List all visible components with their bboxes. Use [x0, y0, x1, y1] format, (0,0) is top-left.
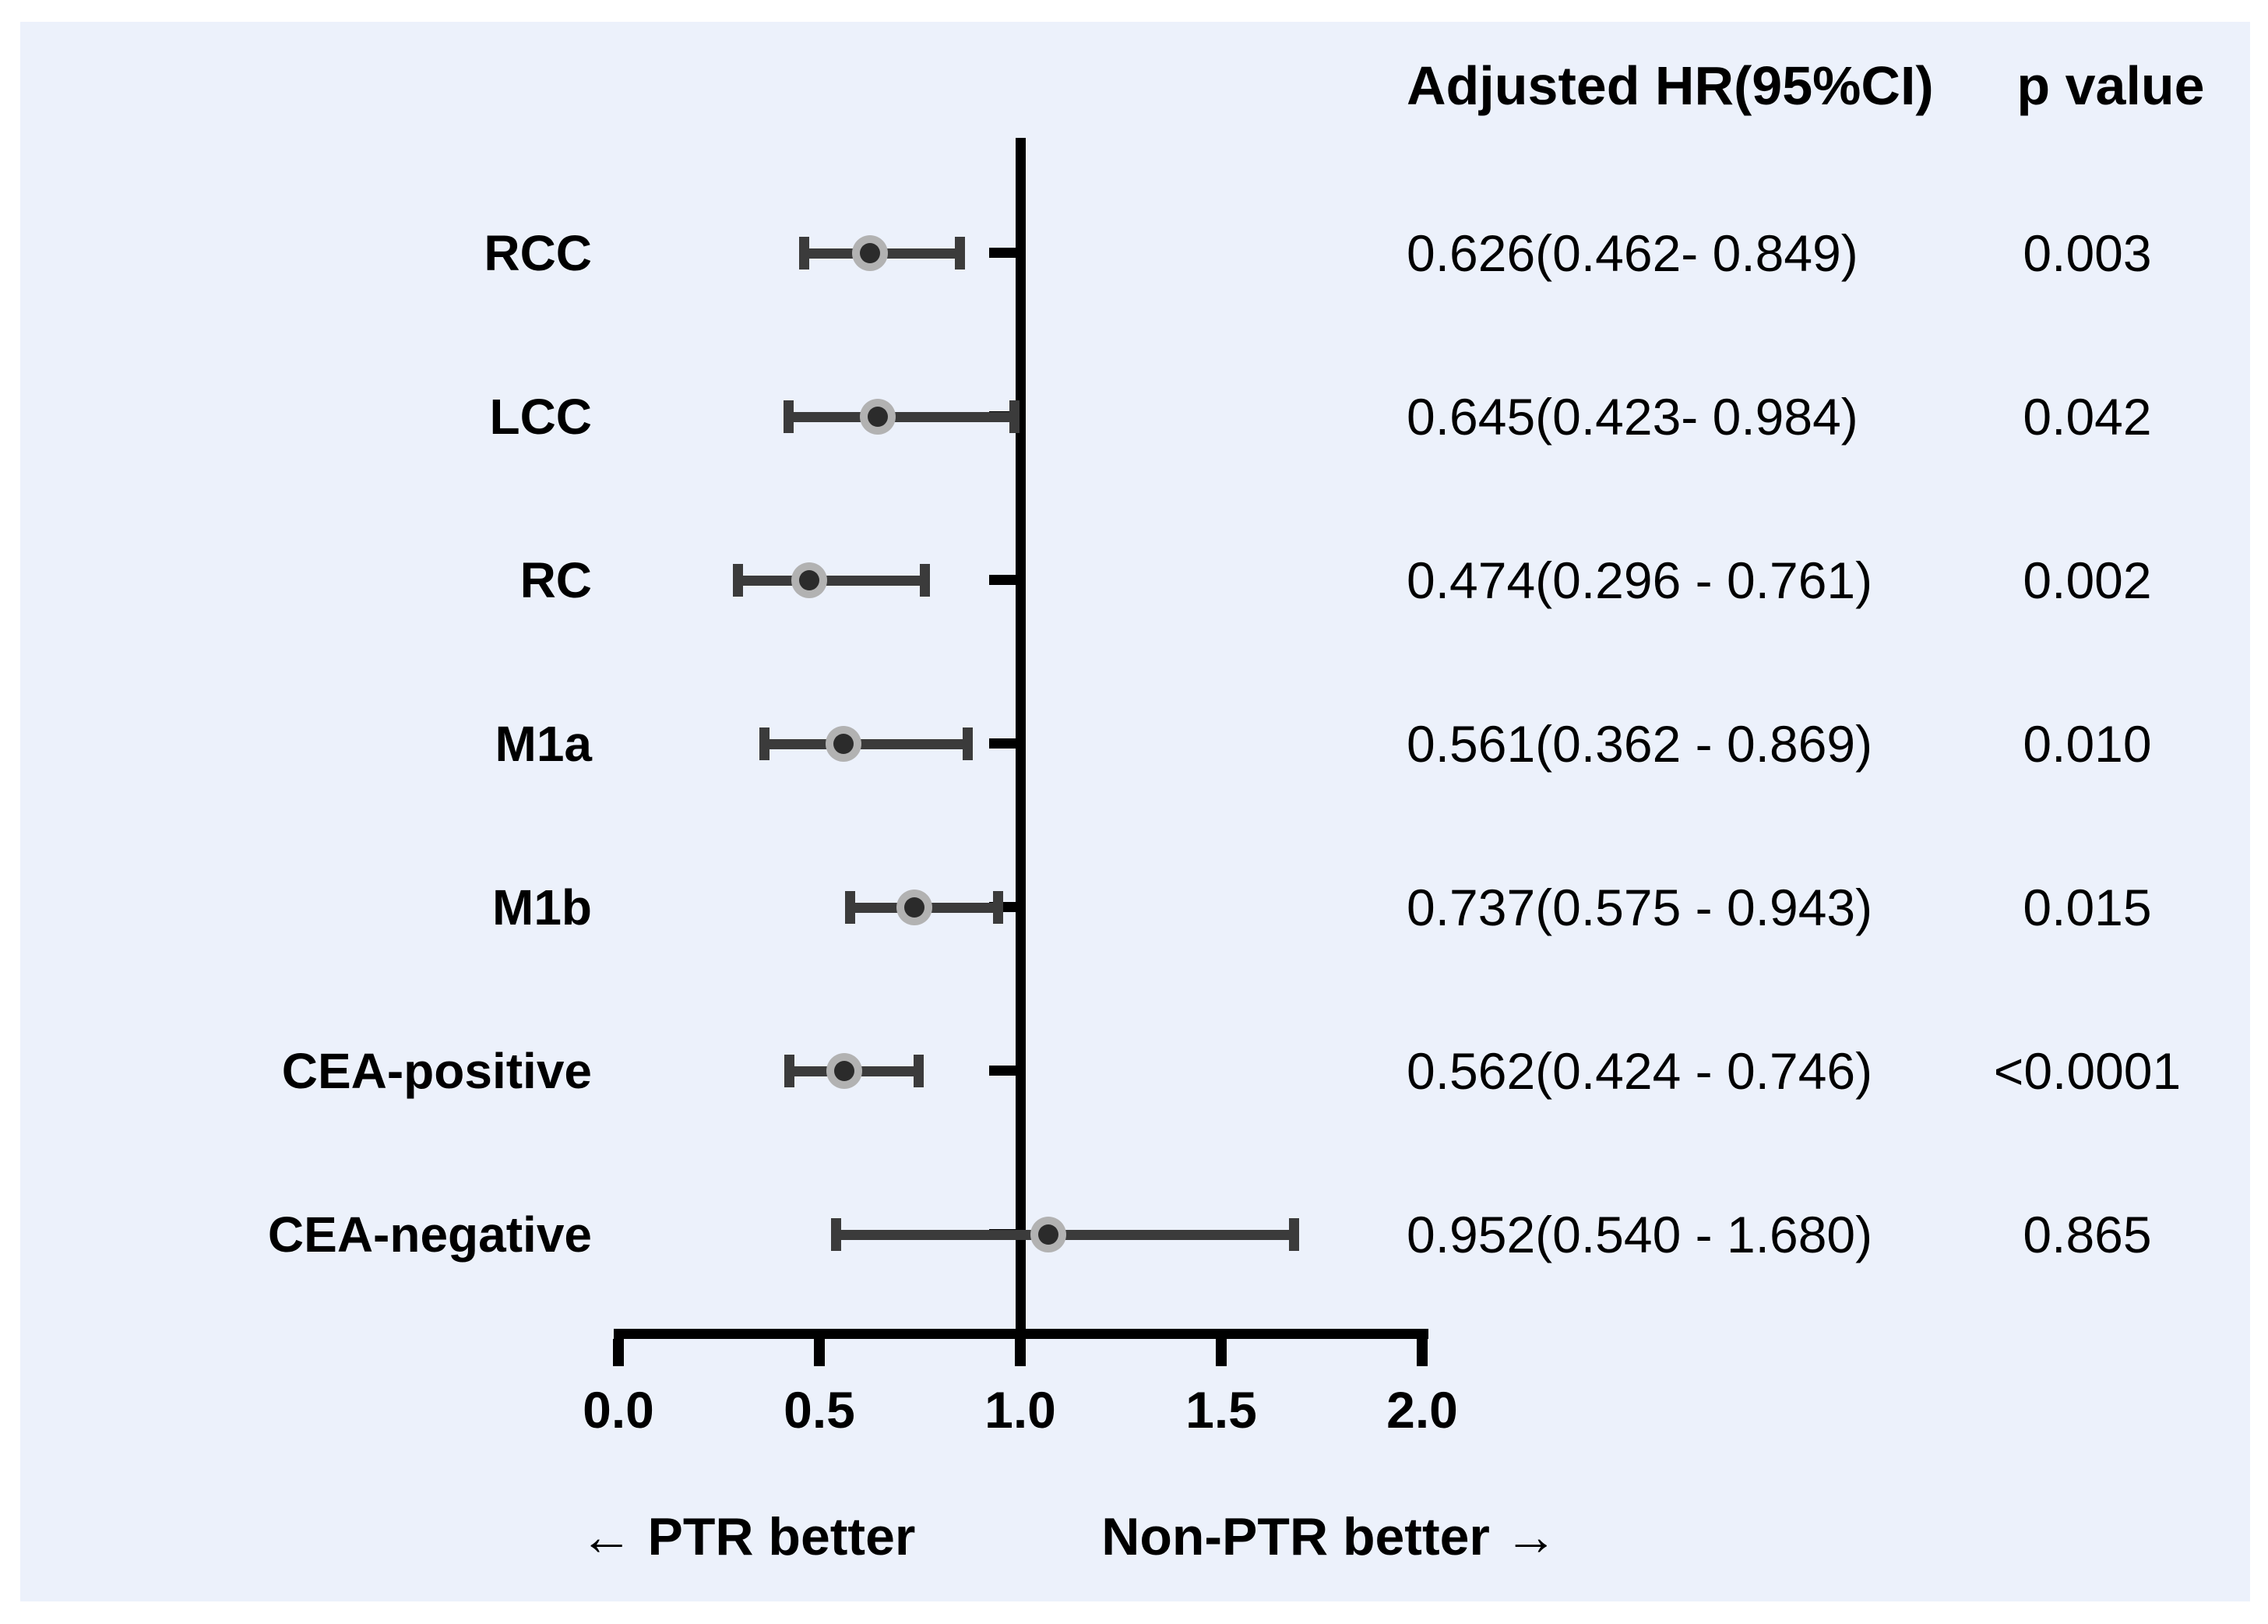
p-value: 0.003 [2023, 224, 2152, 282]
ci-cap-right [1009, 400, 1020, 433]
row-reference-tick [989, 1066, 1026, 1076]
ci-cap-left [784, 1055, 794, 1087]
hr-point-marker-dot [833, 734, 854, 754]
column-header-adjusted-hr: Adjusted HR(95%CI) [1407, 55, 1934, 116]
ci-cap-left [831, 1218, 841, 1251]
direction-label-ptr-better: ← PTR better [579, 1507, 916, 1566]
x-axis-tick-label: 0.0 [583, 1381, 654, 1439]
row-label: RCC [484, 225, 592, 281]
row-label: M1a [495, 716, 593, 772]
row-reference-tick [989, 248, 1026, 258]
ci-cap-left [733, 564, 743, 597]
hr-ci-value: 0.474(0.296 - 0.761) [1407, 551, 1873, 609]
x-axis-tick-label: 0.5 [784, 1381, 855, 1439]
x-axis-tick [814, 1339, 825, 1366]
row-label: M1b [492, 879, 592, 935]
ci-cap-right [955, 237, 965, 269]
row-label: RC [519, 552, 592, 608]
hr-point-marker [852, 235, 888, 271]
ci-line [764, 739, 967, 749]
hr-point-marker-dot [904, 897, 924, 918]
ci-line [788, 412, 1014, 422]
row-reference-tick [989, 575, 1026, 585]
x-axis-line [614, 1329, 1428, 1339]
ci-line [738, 576, 924, 586]
hr-point-marker-dot [868, 407, 888, 427]
hr-point-marker [791, 562, 827, 598]
p-value: 0.015 [2023, 879, 2152, 936]
x-axis-tick-label: 2.0 [1386, 1381, 1458, 1439]
ci-cap-right [920, 564, 930, 597]
p-value: 0.865 [2023, 1206, 2152, 1263]
ci-cap-left [845, 891, 855, 924]
direction-label-non-ptr-better: Non-PTR better → [1101, 1507, 1558, 1566]
ci-cap-right [914, 1055, 924, 1087]
hr-point-marker [826, 726, 861, 762]
hr-point-marker [1030, 1217, 1066, 1252]
hr-point-marker-dot [799, 570, 819, 590]
hr-point-marker-dot [834, 1061, 854, 1081]
reference-line-hr-1 [1016, 138, 1026, 1366]
x-axis-tick [613, 1339, 624, 1366]
ci-cap-left [784, 400, 794, 433]
x-axis-tick [1417, 1339, 1428, 1366]
hr-ci-value: 0.626(0.462- 0.849) [1407, 224, 1858, 282]
p-value: 0.002 [2023, 551, 2152, 609]
ci-cap-left [799, 237, 809, 269]
row-reference-tick [989, 738, 1026, 749]
row-label: CEA-negative [267, 1207, 592, 1263]
ci-cap-right [1289, 1218, 1299, 1251]
column-header-p-value: p value [2016, 55, 2205, 116]
x-axis-tick-label: 1.0 [984, 1381, 1056, 1439]
hr-ci-value: 0.645(0.423- 0.984) [1407, 388, 1858, 446]
ci-cap-left [759, 727, 770, 760]
hr-point-marker [860, 399, 896, 435]
ci-cap-right [993, 891, 1003, 924]
x-axis-tick-label: 1.5 [1185, 1381, 1257, 1439]
x-axis-tick [1015, 1339, 1026, 1366]
hr-ci-value: 0.562(0.424 - 0.746) [1407, 1042, 1873, 1100]
p-value: 0.042 [2023, 388, 2152, 446]
p-value: 0.010 [2023, 715, 2152, 773]
p-value: <0.0001 [1993, 1042, 2182, 1100]
hr-point-marker [826, 1053, 862, 1089]
row-label: CEA-positive [281, 1043, 592, 1099]
hr-point-marker-dot [1038, 1224, 1058, 1245]
ci-cap-right [963, 727, 973, 760]
hr-ci-value: 0.561(0.362 - 0.869) [1407, 715, 1873, 773]
hr-ci-value: 0.952(0.540 - 1.680) [1407, 1206, 1873, 1263]
row-label: LCC [489, 389, 592, 445]
x-axis-tick [1216, 1339, 1227, 1366]
hr-point-marker-dot [860, 243, 880, 263]
hr-ci-value: 0.737(0.575 - 0.943) [1407, 879, 1873, 936]
hr-point-marker [896, 890, 932, 925]
